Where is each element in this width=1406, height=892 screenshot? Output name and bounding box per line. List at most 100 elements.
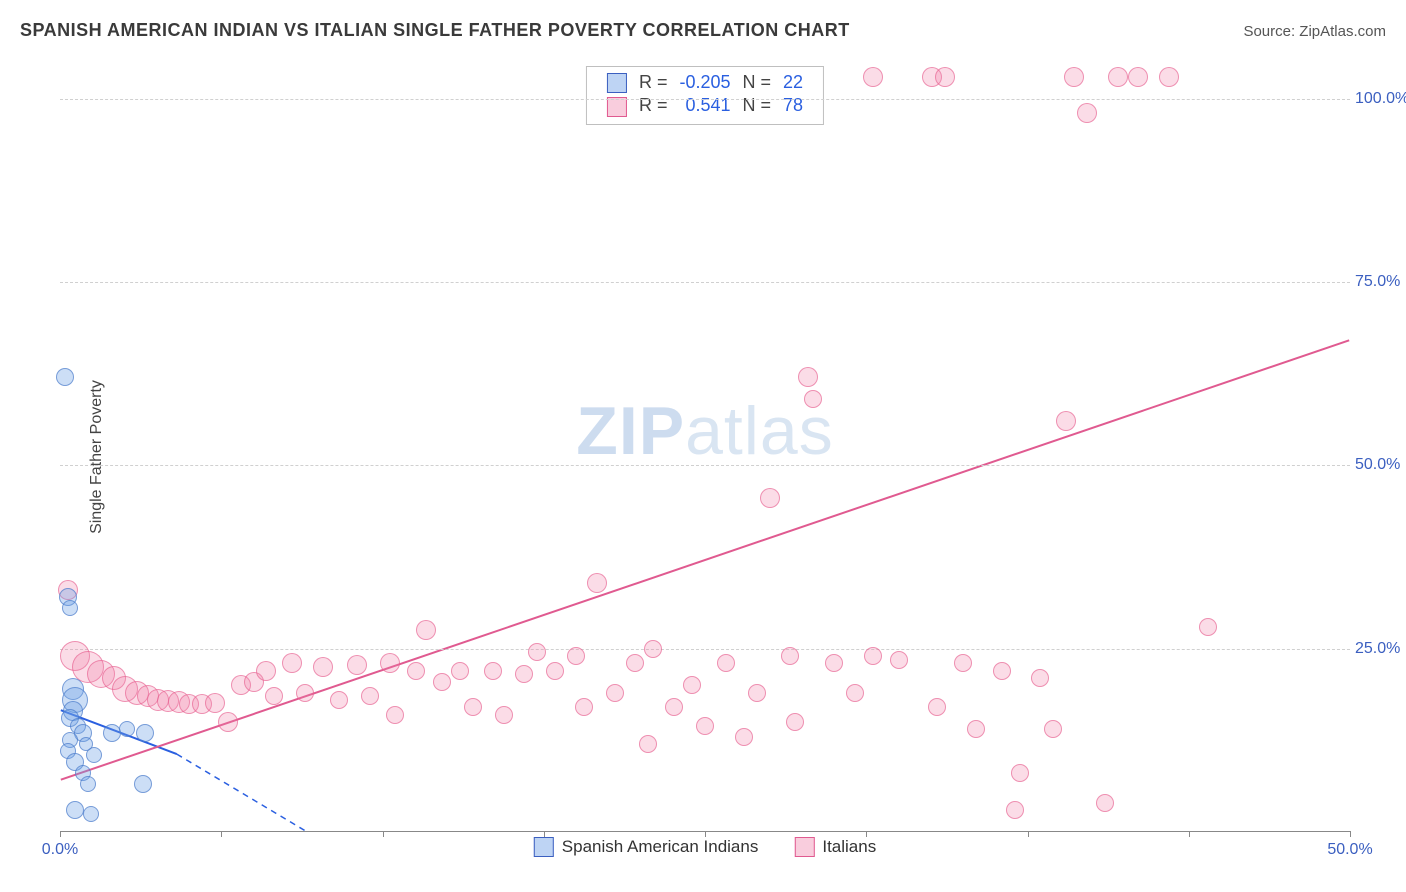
pink-data-point bbox=[433, 673, 451, 691]
pink-data-point bbox=[1064, 67, 1084, 87]
pink-data-point bbox=[967, 720, 985, 738]
pink-data-point bbox=[864, 647, 882, 665]
legend-swatch bbox=[534, 837, 554, 857]
grid-line bbox=[60, 99, 1350, 100]
pink-data-point bbox=[464, 698, 482, 716]
pink-data-point bbox=[587, 573, 607, 593]
pink-data-point bbox=[484, 662, 502, 680]
x-tick bbox=[60, 831, 61, 837]
pink-data-point bbox=[265, 687, 283, 705]
pink-data-point bbox=[1077, 103, 1097, 123]
pink-data-point bbox=[644, 640, 662, 658]
correlation-legend: R =-0.205N =22R =0.541N =78 bbox=[586, 66, 824, 125]
x-tick-label: 0.0% bbox=[42, 841, 78, 859]
pink-data-point bbox=[890, 651, 908, 669]
pink-data-point bbox=[717, 654, 735, 672]
pink-data-point bbox=[575, 698, 593, 716]
r-label: R = bbox=[633, 71, 674, 94]
pink-data-point bbox=[296, 684, 314, 702]
x-tick bbox=[221, 831, 222, 837]
pink-data-point bbox=[313, 657, 333, 677]
pink-data-point bbox=[495, 706, 513, 724]
y-tick-label: 100.0% bbox=[1355, 90, 1406, 108]
grid-line bbox=[60, 282, 1350, 283]
pink-data-point bbox=[665, 698, 683, 716]
pink-data-point bbox=[1199, 618, 1217, 636]
pink-data-point bbox=[546, 662, 564, 680]
source-label: Source: ZipAtlas.com bbox=[1243, 23, 1386, 40]
pink-data-point bbox=[330, 691, 348, 709]
blue-data-point bbox=[103, 724, 121, 742]
x-tick bbox=[1028, 831, 1029, 837]
legend-swatch bbox=[607, 73, 627, 93]
n-value: 22 bbox=[777, 71, 809, 94]
blue-data-point bbox=[119, 721, 135, 737]
pink-data-point bbox=[928, 698, 946, 716]
pink-data-point bbox=[606, 684, 624, 702]
legend-item: Italians bbox=[794, 837, 876, 857]
pink-data-point bbox=[786, 713, 804, 731]
pink-data-point bbox=[1159, 67, 1179, 87]
y-tick-label: 50.0% bbox=[1355, 456, 1406, 474]
blue-data-point bbox=[62, 600, 78, 616]
pink-data-point bbox=[1011, 764, 1029, 782]
blue-data-point bbox=[136, 724, 154, 742]
pink-data-point bbox=[1031, 669, 1049, 687]
plot-area: ZIPatlas R =-0.205N =22R =0.541N =78 Spa… bbox=[60, 62, 1350, 832]
y-tick-label: 75.0% bbox=[1355, 273, 1406, 291]
pink-data-point bbox=[1108, 67, 1128, 87]
pink-data-point bbox=[748, 684, 766, 702]
blue-data-point bbox=[86, 747, 102, 763]
grid-line bbox=[60, 649, 1350, 650]
pink-data-point bbox=[256, 661, 276, 681]
x-tick bbox=[383, 831, 384, 837]
pink-data-point bbox=[1044, 720, 1062, 738]
pink-data-point bbox=[1128, 67, 1148, 87]
pink-data-point bbox=[1096, 794, 1114, 812]
pink-data-point bbox=[528, 643, 546, 661]
blue-data-point bbox=[83, 806, 99, 822]
pink-data-point bbox=[798, 367, 818, 387]
pink-data-point bbox=[626, 654, 644, 672]
x-tick bbox=[1189, 831, 1190, 837]
x-tick-label: 50.0% bbox=[1327, 841, 1372, 859]
x-tick bbox=[1350, 831, 1351, 837]
pink-data-point bbox=[683, 676, 701, 694]
blue-data-point bbox=[80, 776, 96, 792]
x-tick bbox=[544, 831, 545, 837]
pink-data-point bbox=[567, 647, 585, 665]
chart-container: Single Father Poverty ZIPatlas R =-0.205… bbox=[40, 62, 1350, 852]
pink-data-point bbox=[696, 717, 714, 735]
r-value: -0.205 bbox=[673, 71, 736, 94]
pink-data-point bbox=[1006, 801, 1024, 819]
pink-data-point bbox=[760, 488, 780, 508]
blue-data-point bbox=[134, 775, 152, 793]
legend-item: Spanish American Indians bbox=[534, 837, 759, 857]
page-title: SPANISH AMERICAN INDIAN VS ITALIAN SINGL… bbox=[20, 20, 850, 41]
pink-data-point bbox=[735, 728, 753, 746]
pink-data-point bbox=[205, 693, 225, 713]
pink-data-point bbox=[993, 662, 1011, 680]
pink-data-point bbox=[935, 67, 955, 87]
pink-data-point bbox=[515, 665, 533, 683]
blue-data-point bbox=[66, 801, 84, 819]
pink-data-point bbox=[639, 735, 657, 753]
grid-line bbox=[60, 465, 1350, 466]
pink-data-point bbox=[347, 655, 367, 675]
pink-data-point bbox=[386, 706, 404, 724]
legend-swatch bbox=[794, 837, 814, 857]
legend-label: Spanish American Indians bbox=[562, 837, 759, 857]
series-legend: Spanish American Indians Italians bbox=[534, 837, 876, 857]
pink-data-point bbox=[380, 653, 400, 673]
pink-data-point bbox=[846, 684, 864, 702]
pink-data-point bbox=[416, 620, 436, 640]
pink-data-point bbox=[863, 67, 883, 87]
pink-data-point bbox=[804, 390, 822, 408]
x-tick bbox=[705, 831, 706, 837]
pink-data-point bbox=[282, 653, 302, 673]
legend-row: R =-0.205N =22 bbox=[601, 71, 809, 94]
legend-label: Italians bbox=[822, 837, 876, 857]
pink-data-point bbox=[825, 654, 843, 672]
n-label: N = bbox=[737, 71, 778, 94]
pink-data-point bbox=[407, 662, 425, 680]
